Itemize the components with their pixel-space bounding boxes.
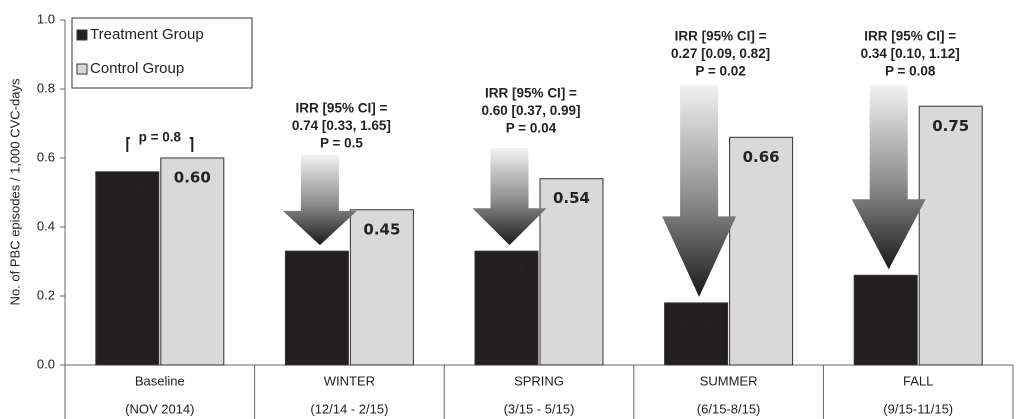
annotation: P = 0.5 — [320, 136, 363, 151]
legend-swatch — [76, 63, 88, 75]
annotation: 0.34 [0.10, 1.12] — [861, 46, 960, 61]
annotation: IRR [95% CI] = — [675, 29, 767, 44]
bar — [539, 178, 604, 366]
bar — [918, 105, 983, 366]
bar — [664, 302, 729, 366]
legend-swatch — [76, 29, 88, 41]
annotation: IRR [95% CI] = — [295, 101, 387, 116]
bar — [853, 274, 918, 366]
y-tick-label: 0.8 — [37, 80, 55, 95]
legend-label: Control Group — [90, 60, 184, 77]
legend-box — [71, 17, 253, 89]
value-label: 0.60 — [174, 169, 211, 187]
bar — [349, 209, 414, 366]
annotation: 0.27 [0.09, 0.82] — [671, 46, 770, 61]
annotation: IRR [95% CI] = — [864, 29, 956, 44]
value-label: 0.33 — [298, 262, 335, 280]
x-tick-sublabel: (6/15-8/15) — [697, 401, 761, 416]
arrow — [662, 85, 737, 297]
x-tick-sublabel: (NOV 2014) — [125, 401, 194, 416]
x-tick-sublabel: (12/14 - 2/15) — [310, 401, 388, 416]
arrow — [472, 148, 547, 246]
value-label: 0.18 — [678, 313, 715, 331]
y-tick-label: 0.6 — [37, 149, 55, 164]
bar — [95, 171, 160, 366]
value-label: 0.54 — [553, 189, 590, 207]
annotation: IRR [95% CI] = — [485, 86, 577, 101]
arrow — [282, 155, 357, 246]
value-label: 0.45 — [363, 220, 400, 238]
x-tick-sublabel: (9/15-11/15) — [883, 401, 953, 416]
annotation: 0.74 [0.33, 1.65] — [292, 118, 391, 133]
bracket — [126, 137, 194, 152]
annotation: p = 0.8 — [139, 130, 182, 145]
value-label: 0.66 — [743, 148, 780, 166]
x-tick-label: SPRING — [514, 373, 564, 388]
y-tick-label: 1.0 — [37, 11, 55, 26]
annotation: P = 0.08 — [885, 64, 936, 79]
y-tick-label: 0.2 — [37, 287, 55, 302]
x-tick-label: FALL — [903, 373, 933, 388]
bar — [729, 136, 794, 366]
bar — [160, 157, 225, 366]
x-tick-label: SUMMER — [700, 373, 758, 388]
value-label: 0.26 — [867, 286, 904, 304]
y-tick-label: 0.0 — [37, 356, 55, 371]
arrow — [851, 85, 926, 270]
value-label: 0.33 — [488, 262, 525, 280]
value-label: 0.75 — [932, 117, 969, 135]
value-label: 0.56 — [109, 182, 146, 200]
legend-label: Treatment Group — [90, 26, 204, 43]
annotation: 0.60 [0.37, 0.99] — [481, 103, 580, 118]
y-tick-label: 0.4 — [37, 218, 55, 233]
bar — [474, 250, 539, 366]
x-tick-sublabel: (3/15 - 5/15) — [504, 401, 575, 416]
annotation: P = 0.02 — [695, 64, 745, 79]
x-tick-label: WINTER — [324, 373, 375, 388]
x-tick-label: Baseline — [135, 373, 185, 388]
annotation: P = 0.04 — [506, 121, 557, 136]
y-axis-title: No. of PBC episodes / 1,000 CVC-days — [7, 78, 22, 305]
bar — [284, 250, 349, 366]
